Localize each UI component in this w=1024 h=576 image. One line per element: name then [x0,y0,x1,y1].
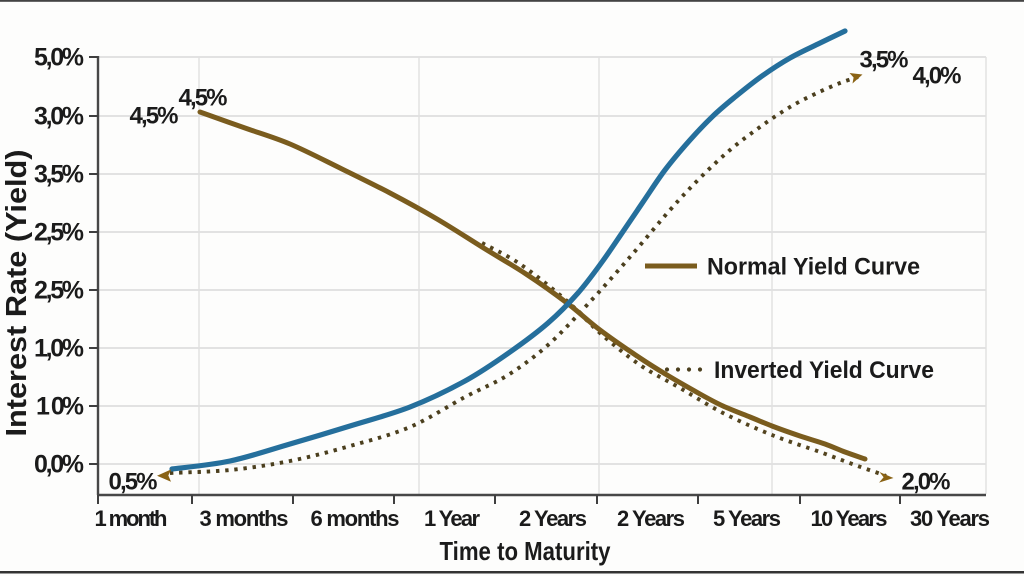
svg-text:10 Years: 10 Years [811,506,888,531]
svg-text:1,0%: 1,0% [34,335,84,363]
svg-text:4,5%: 4,5% [179,85,228,112]
svg-text:3,0%: 3,0% [34,103,84,131]
svg-text:2,5%: 2,5% [34,219,84,247]
svg-text:Inverted Yield Curve: Inverted Yield Curve [714,357,934,384]
svg-text:3,5%: 3,5% [860,47,909,74]
svg-text:4,5%: 4,5% [130,103,179,130]
svg-text:2,5%: 2,5% [34,277,84,305]
svg-text:1 Year: 1 Year [424,506,480,531]
svg-text:30 Years: 30 Years [910,506,990,531]
svg-text:3 months: 3 months [200,506,289,531]
svg-text:1 0%: 1 0% [36,393,84,421]
svg-text:3,5%: 3,5% [34,161,84,189]
svg-text:2,0%: 2,0% [902,469,951,496]
svg-text:5 Years: 5 Years [713,506,781,531]
svg-text:Interest Rate (Yield): Interest Rate (Yield) [1,150,33,437]
svg-text:4,0%: 4,0% [913,63,962,90]
svg-text:0,0%: 0,0% [34,451,84,479]
svg-text:2 Years: 2 Years [519,506,587,531]
svg-text:2 Years: 2 Years [617,506,685,531]
svg-text:Time to Maturity: Time to Maturity [440,536,611,566]
svg-text:5,0%: 5,0% [34,44,84,72]
svg-text:6 months: 6 months [311,506,400,531]
svg-text:Normal Yield Curve: Normal Yield Curve [707,254,920,281]
svg-text:0,5%: 0,5% [109,469,158,496]
svg-text:1 month: 1 month [95,506,168,531]
